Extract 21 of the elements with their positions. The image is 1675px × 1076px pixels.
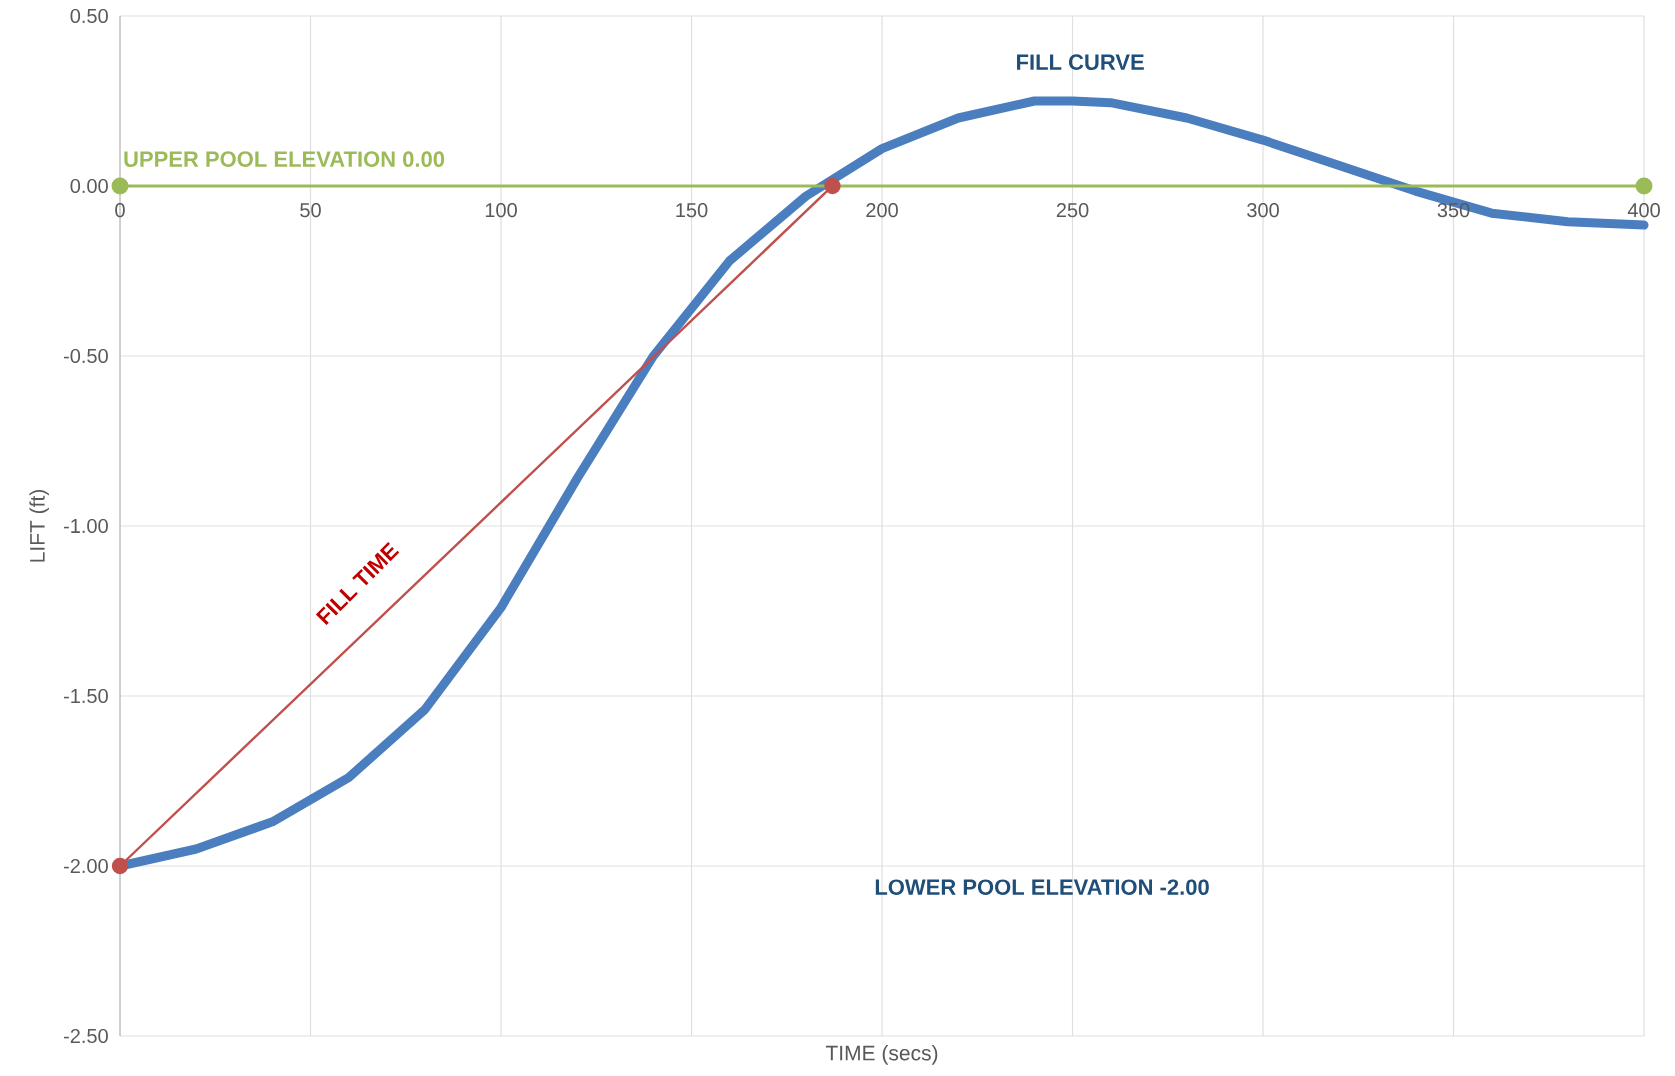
x-axis-title: TIME (secs)	[825, 1045, 938, 1065]
x-tick-label: 400	[1627, 203, 1660, 218]
x-tick-label: 0	[115, 203, 125, 218]
x-tick-label: 100	[485, 203, 517, 218]
x-tick-label: 150	[676, 203, 708, 218]
y-tick-label: -0.50	[63, 348, 108, 364]
y-tick-label: -2.50	[63, 1028, 108, 1044]
annotation: FILL CURVE	[1017, 54, 1144, 70]
y-tick-label: 0.50	[70, 8, 108, 24]
x-tick-label: 50	[300, 203, 321, 218]
x-tick-label: 300	[1247, 203, 1279, 218]
y-tick-label: 0.00	[70, 178, 108, 194]
x-tick-label: 200	[866, 203, 898, 218]
y-tick-label: -1.00	[63, 518, 108, 534]
y-tick-label: -1.50	[63, 688, 108, 704]
x-tick-label: 250	[1056, 203, 1089, 218]
annotation: UPPER POOL ELEVATION 0.00	[124, 151, 445, 167]
annotation: LOWER POOL ELEVATION -2.00	[875, 879, 1209, 895]
y-axis-title: LIFT (ft)	[29, 489, 49, 562]
y-tick-label: -2.00	[63, 858, 108, 874]
x-tick-label: 350	[1437, 203, 1470, 218]
